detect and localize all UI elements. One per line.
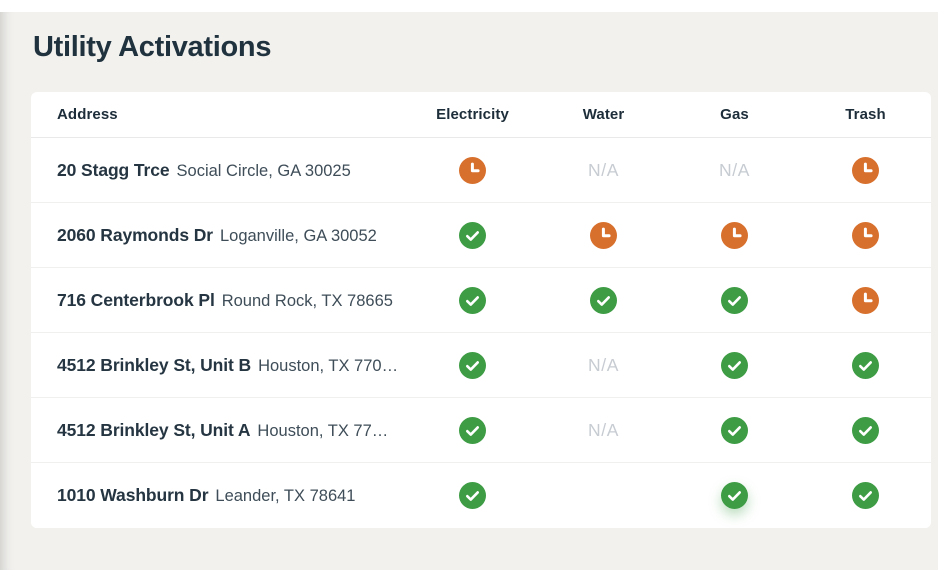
gas-activated-check-icon bbox=[721, 351, 748, 379]
table-row[interactable]: 716 Centerbrook Pl Round Rock, TX 78665 bbox=[31, 268, 931, 334]
gas-status-cell bbox=[669, 351, 800, 379]
page-title: Utility Activations bbox=[33, 31, 272, 63]
column-header-electricity: Electricity bbox=[436, 106, 509, 124]
address-cell: 716 Centerbrook Pl Round Rock, TX 78665 bbox=[31, 290, 407, 311]
address-location: Social Circle, GA 30025 bbox=[176, 161, 351, 180]
water-status-cell: N/A bbox=[538, 420, 669, 441]
table-row[interactable]: 20 Stagg Trce Social Circle, GA 30025 N/… bbox=[31, 138, 931, 204]
trash-activated-check-icon bbox=[852, 482, 879, 510]
gas-status-cell bbox=[669, 482, 800, 510]
gas-status-cell bbox=[669, 416, 800, 444]
address-cell: 4512 Brinkley St, Unit A Houston, TX 77… bbox=[31, 420, 407, 441]
address-location: Loganville, GA 30052 bbox=[219, 226, 377, 245]
water-status-cell bbox=[538, 286, 669, 314]
water-pending-clock-icon bbox=[590, 221, 617, 249]
utility-activations-table: Address Electricity Water Gas Trash 20 S… bbox=[31, 92, 931, 529]
address-text: 1010 Washburn Dr bbox=[57, 485, 209, 506]
trash-status-cell bbox=[800, 221, 931, 249]
electricity-activated-check-icon bbox=[459, 416, 486, 444]
electricity-status-cell bbox=[407, 221, 538, 249]
address-location: Houston, TX 770… bbox=[258, 356, 399, 375]
table-body: 20 Stagg Trce Social Circle, GA 30025 N/… bbox=[31, 138, 931, 529]
address-text: 20 Stagg Trce bbox=[57, 159, 170, 180]
trash-status-cell bbox=[800, 416, 931, 444]
water-activated-check-icon bbox=[590, 286, 617, 314]
gas-status-cell bbox=[669, 221, 800, 249]
gas-status-cell: N/A bbox=[669, 160, 800, 181]
trash-status-cell bbox=[800, 482, 931, 510]
column-header-gas: Gas bbox=[720, 106, 749, 124]
table-row[interactable]: 2060 Raymonds Dr Loganville, GA 30052 bbox=[31, 203, 931, 269]
table-row[interactable]: 4512 Brinkley St, Unit B Houston, TX 770… bbox=[31, 333, 931, 399]
water-na-label: N/A bbox=[588, 159, 619, 180]
address-text: 2060 Raymonds Dr bbox=[57, 224, 213, 245]
gas-activated-check-icon bbox=[721, 416, 748, 444]
trash-status-cell bbox=[800, 156, 931, 184]
electricity-status-cell bbox=[407, 286, 538, 314]
water-status-cell bbox=[538, 221, 669, 249]
water-status-cell: N/A bbox=[538, 355, 669, 376]
address-location: Round Rock, TX 78665 bbox=[221, 291, 393, 310]
electricity-status-cell bbox=[407, 416, 538, 444]
electricity-pending-clock-icon bbox=[459, 156, 486, 184]
address-cell: 20 Stagg Trce Social Circle, GA 30025 bbox=[31, 160, 407, 181]
address-cell: 4512 Brinkley St, Unit B Houston, TX 770… bbox=[31, 355, 407, 376]
address-text: 4512 Brinkley St, Unit A bbox=[57, 419, 251, 440]
column-header-address: Address bbox=[57, 106, 118, 124]
column-header-water: Water bbox=[582, 106, 625, 124]
gas-status-cell bbox=[669, 286, 800, 314]
address-cell: 1010 Washburn Dr Leander, TX 78641 bbox=[31, 485, 407, 506]
trash-activated-check-icon bbox=[852, 351, 879, 379]
trash-pending-clock-icon bbox=[852, 286, 879, 314]
water-na-label: N/A bbox=[588, 419, 619, 440]
gas-pending-clock-icon bbox=[721, 221, 748, 249]
electricity-status-cell bbox=[407, 156, 538, 184]
electricity-status-cell bbox=[407, 351, 538, 379]
electricity-status-cell bbox=[407, 482, 538, 510]
address-text: 4512 Brinkley St, Unit B bbox=[57, 354, 252, 375]
electricity-activated-check-icon bbox=[459, 482, 486, 510]
gas-activated-check-icon bbox=[721, 482, 748, 510]
electricity-activated-check-icon bbox=[459, 286, 486, 314]
address-cell: 2060 Raymonds Dr Loganville, GA 30052 bbox=[31, 225, 407, 246]
table-row[interactable]: 4512 Brinkley St, Unit A Houston, TX 77…… bbox=[31, 398, 931, 464]
table-row[interactable]: 1010 Washburn Dr Leander, TX 78641 bbox=[31, 463, 931, 529]
trash-status-cell bbox=[800, 351, 931, 379]
address-text: 716 Centerbrook Pl bbox=[57, 289, 215, 310]
trash-pending-clock-icon bbox=[852, 156, 879, 184]
gas-na-label: N/A bbox=[719, 159, 750, 180]
electricity-activated-check-icon bbox=[459, 221, 486, 249]
address-location: Houston, TX 77… bbox=[257, 421, 389, 440]
water-status-cell: N/A bbox=[538, 160, 669, 181]
table-header-row: Address Electricity Water Gas Trash bbox=[31, 92, 931, 139]
electricity-activated-check-icon bbox=[459, 351, 486, 379]
content-panel: Utility Activations Address Electricity … bbox=[0, 12, 938, 570]
water-na-label: N/A bbox=[588, 354, 619, 375]
trash-status-cell bbox=[800, 286, 931, 314]
trash-pending-clock-icon bbox=[852, 221, 879, 249]
address-location: Leander, TX 78641 bbox=[215, 487, 356, 506]
gas-activated-check-icon bbox=[721, 286, 748, 314]
trash-activated-check-icon bbox=[852, 416, 879, 444]
column-header-trash: Trash bbox=[845, 106, 886, 124]
